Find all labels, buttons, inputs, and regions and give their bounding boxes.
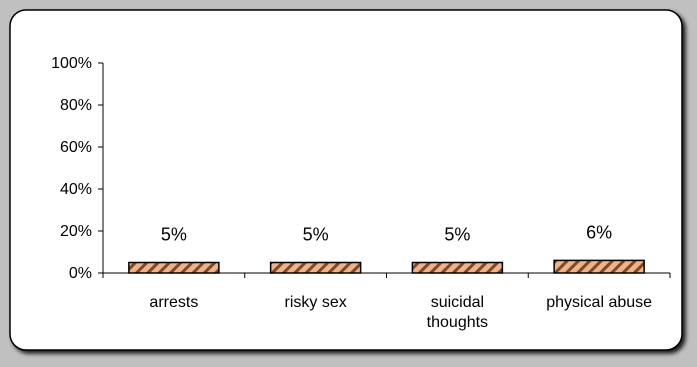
category-label: arrests xyxy=(149,294,198,311)
plot-area: 0% 20% 40% 60% 80% 100% 5% arrests 5% risky sex 5%… xyxy=(51,55,671,331)
y-tick-label: 40% xyxy=(60,181,92,198)
category-label: suicidal thoughts xyxy=(427,294,488,331)
bar xyxy=(553,259,645,274)
bar xyxy=(411,261,504,274)
data-label: 5% xyxy=(303,225,329,245)
data-label: 6% xyxy=(586,222,612,242)
bar xyxy=(128,261,220,274)
y-tick-label: 80% xyxy=(60,97,92,114)
y-tick-label: 100% xyxy=(51,55,92,72)
y-tick-label: 60% xyxy=(60,139,92,156)
y-tick-label: 20% xyxy=(60,223,92,240)
bar xyxy=(269,261,362,274)
category-label: risky sex xyxy=(285,294,347,311)
data-label: 5% xyxy=(161,225,187,245)
data-label: 5% xyxy=(444,225,470,245)
category-label: physical abuse xyxy=(546,294,652,311)
y-tick-label: 0% xyxy=(69,265,92,282)
